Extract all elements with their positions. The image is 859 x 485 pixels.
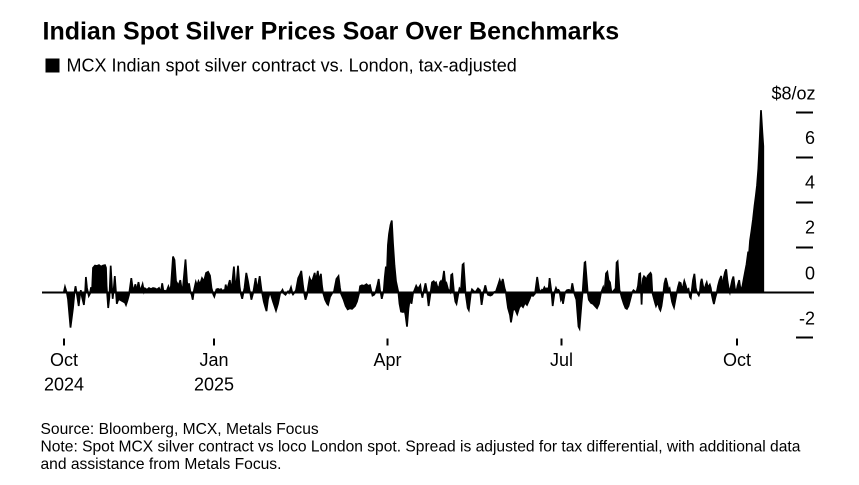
svg-text:Jul: Jul	[550, 350, 573, 370]
svg-text:Indian Spot Silver Prices Soar: Indian Spot Silver Prices Soar Over Benc…	[43, 18, 620, 46]
svg-text:6: 6	[805, 128, 815, 148]
svg-text:Source: Bloomberg, MCX, Metals: Source: Bloomberg, MCX, Metals Focus	[41, 421, 319, 438]
svg-text:$8/oz: $8/oz	[771, 84, 815, 104]
svg-text:Oct: Oct	[50, 350, 78, 370]
svg-text:2024: 2024	[44, 375, 84, 395]
svg-text:Oct: Oct	[723, 350, 751, 370]
svg-text:2: 2	[805, 218, 815, 238]
svg-text:4: 4	[805, 173, 815, 193]
svg-text:Jan: Jan	[199, 350, 228, 370]
svg-text:and assistance from Metals Foc: and assistance from Metals Focus.	[41, 456, 282, 473]
svg-text:Apr: Apr	[373, 350, 401, 370]
svg-text:MCX Indian spot silver contrac: MCX Indian spot silver contract vs. Lond…	[67, 56, 517, 76]
svg-text:-2: -2	[799, 309, 815, 329]
svg-text:Note: Spot MCX silver contract: Note: Spot MCX silver contract vs loco L…	[41, 439, 801, 456]
svg-text:2025: 2025	[194, 375, 234, 395]
svg-text:0: 0	[805, 264, 815, 284]
